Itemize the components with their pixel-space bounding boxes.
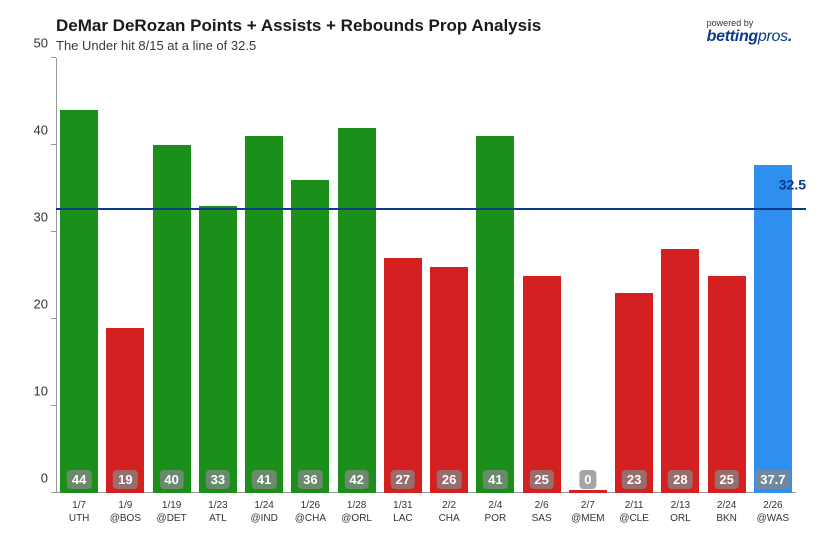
powered-by: powered by bettingpros. bbox=[707, 18, 792, 46]
x-tick-label: 2/4POR bbox=[474, 497, 516, 537]
bars-group: 44 19 40 33 41 36 42 27 26 41 25 0 23 28 25 37.7 bbox=[56, 58, 796, 493]
y-tick-mark bbox=[51, 492, 56, 493]
bar-value-badge: 19 bbox=[113, 470, 137, 489]
bar-value-badge: 0 bbox=[579, 470, 596, 489]
bar-value-badge: 41 bbox=[252, 470, 276, 489]
bar-value-badge: 27 bbox=[391, 470, 415, 489]
bar bbox=[338, 128, 376, 493]
bar-value-badge: 25 bbox=[714, 470, 738, 489]
x-tick-label: 2/7@MEM bbox=[567, 497, 609, 537]
bar-slot: 27 bbox=[382, 58, 424, 493]
bar bbox=[245, 136, 283, 493]
bar-slot: 41 bbox=[243, 58, 285, 493]
bar bbox=[153, 145, 191, 493]
y-tick-label: 10 bbox=[22, 384, 48, 399]
x-tick-label: 2/2CHA bbox=[428, 497, 470, 537]
x-tick-label: 1/9@BOS bbox=[104, 497, 146, 537]
chart-title: DeMar DeRozan Points + Assists + Rebound… bbox=[14, 14, 800, 36]
threshold-line bbox=[56, 208, 806, 210]
bar-slot: 41 bbox=[474, 58, 516, 493]
y-tick-mark bbox=[51, 318, 56, 319]
y-tick-mark bbox=[51, 57, 56, 58]
bar-slot: 37.7 bbox=[752, 58, 794, 493]
x-tick-label: 1/26@CHA bbox=[289, 497, 331, 537]
x-tick-label: 2/6SAS bbox=[521, 497, 563, 537]
bar-slot: 23 bbox=[613, 58, 655, 493]
bar-value-badge: 33 bbox=[206, 470, 230, 489]
y-tick-mark bbox=[51, 231, 56, 232]
brand-bold: betting bbox=[707, 28, 758, 45]
bar bbox=[476, 136, 514, 493]
y-tick-label: 30 bbox=[22, 210, 48, 225]
bar-value-badge: 41 bbox=[483, 470, 507, 489]
bar bbox=[199, 206, 237, 493]
threshold-label: 32.5 bbox=[779, 177, 806, 193]
y-tick-label: 20 bbox=[22, 297, 48, 312]
x-tick-label: 2/13ORL bbox=[659, 497, 701, 537]
x-tick-label: 2/24BKN bbox=[706, 497, 748, 537]
bar-slot: 25 bbox=[706, 58, 748, 493]
bar bbox=[430, 267, 468, 493]
bar-slot: 26 bbox=[428, 58, 470, 493]
bar-value-badge: 36 bbox=[298, 470, 322, 489]
bar-slot: 44 bbox=[58, 58, 100, 493]
bar-slot: 0 bbox=[567, 58, 609, 493]
bar bbox=[708, 276, 746, 494]
bar bbox=[569, 490, 607, 493]
x-tick-label: 2/11@CLE bbox=[613, 497, 655, 537]
bar bbox=[384, 258, 422, 493]
bar-slot: 36 bbox=[289, 58, 331, 493]
plot-area: 4419403341364227264125023282537.7 010203… bbox=[56, 58, 796, 493]
brand-thin: pros bbox=[758, 28, 788, 45]
bar-value-badge: 23 bbox=[622, 470, 646, 489]
bar-slot: 28 bbox=[659, 58, 701, 493]
x-tick-label: 1/31LAC bbox=[382, 497, 424, 537]
bar-slot: 19 bbox=[104, 58, 146, 493]
x-tick-label: 1/23ATL bbox=[197, 497, 239, 537]
x-axis-labels: 1/7UTH1/9@BOS1/19@DET1/23ATL1/24@IND1/26… bbox=[56, 497, 796, 537]
bar-value-badge: 40 bbox=[159, 470, 183, 489]
chart-container: DeMar DeRozan Points + Assists + Rebound… bbox=[0, 0, 818, 545]
bar-value-badge: 44 bbox=[67, 470, 91, 489]
x-tick-label: 1/24@IND bbox=[243, 497, 285, 537]
y-tick-label: 40 bbox=[22, 123, 48, 138]
powered-by-label: powered by bbox=[707, 18, 792, 28]
bar bbox=[291, 180, 329, 493]
x-tick-label: 1/19@DET bbox=[151, 497, 193, 537]
x-tick-label: 1/7UTH bbox=[58, 497, 100, 537]
bar-value-badge: 28 bbox=[668, 470, 692, 489]
bar-slot: 42 bbox=[336, 58, 378, 493]
bar bbox=[661, 249, 699, 493]
brand-logo: bettingpros. bbox=[707, 28, 792, 46]
y-tick-label: 0 bbox=[22, 471, 48, 486]
bar bbox=[523, 276, 561, 494]
bar bbox=[615, 293, 653, 493]
chart-header: DeMar DeRozan Points + Assists + Rebound… bbox=[14, 14, 800, 64]
x-tick-label: 2/26@WAS bbox=[752, 497, 794, 537]
bar bbox=[754, 165, 792, 493]
bar-slot: 25 bbox=[521, 58, 563, 493]
bar-slot: 40 bbox=[151, 58, 193, 493]
bar-value-badge: 37.7 bbox=[755, 470, 790, 489]
y-tick-mark bbox=[51, 144, 56, 145]
x-tick-label: 1/28@ORL bbox=[336, 497, 378, 537]
bar-value-badge: 26 bbox=[437, 470, 461, 489]
bar-value-badge: 25 bbox=[529, 470, 553, 489]
y-tick-label: 50 bbox=[22, 36, 48, 51]
bar-value-badge: 42 bbox=[344, 470, 368, 489]
bar-slot: 33 bbox=[197, 58, 239, 493]
y-tick-mark bbox=[51, 405, 56, 406]
bar bbox=[106, 328, 144, 493]
bar bbox=[60, 110, 98, 493]
chart-subtitle: The Under hit 8/15 at a line of 32.5 bbox=[14, 36, 800, 53]
